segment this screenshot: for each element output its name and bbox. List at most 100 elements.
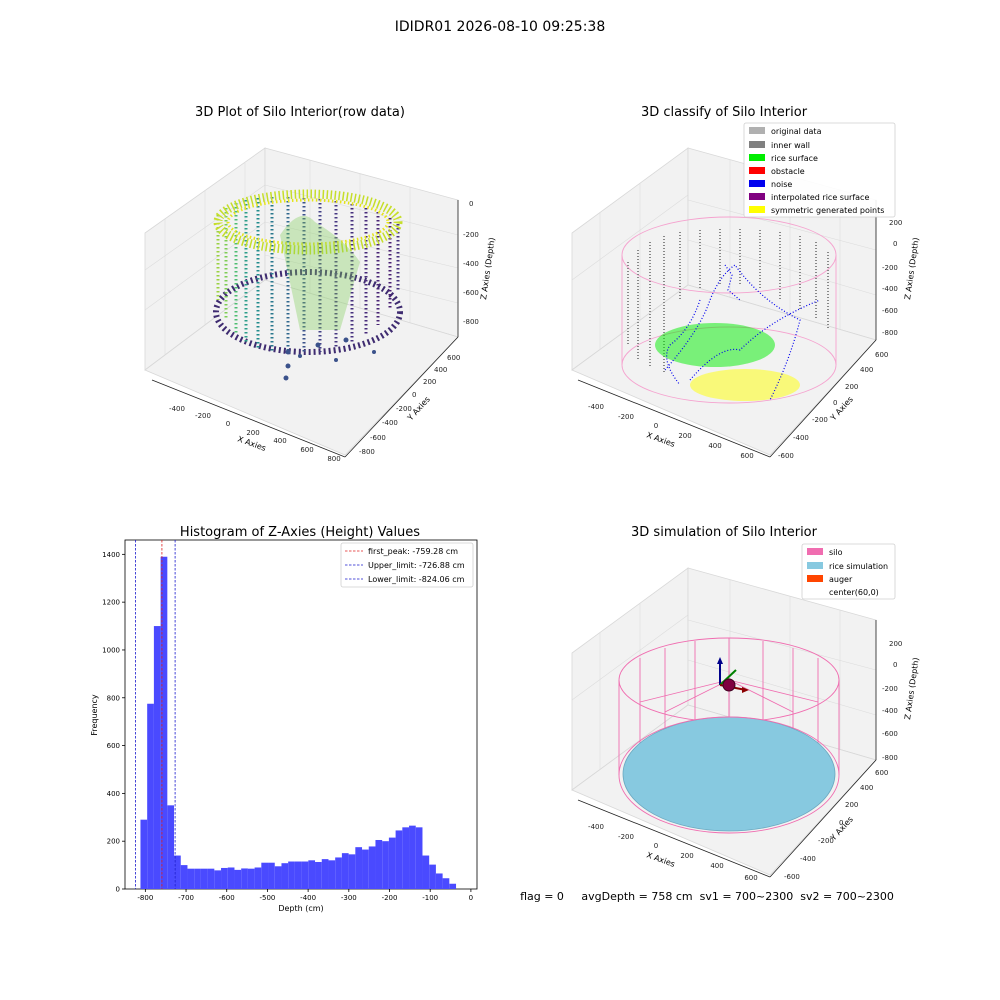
raw-ztick: -800 <box>463 318 479 326</box>
histogram-bar <box>402 827 410 889</box>
histogram-bar <box>435 873 443 889</box>
histogram-bar <box>254 867 262 889</box>
simulation-ztick: -200 <box>882 685 898 693</box>
raw-ztick: -600 <box>463 289 479 297</box>
histogram-bar <box>409 825 416 889</box>
raw-top-rim <box>213 189 403 255</box>
simulation-xtick: 600 <box>744 874 757 882</box>
classify-ztick: -600 <box>882 307 898 315</box>
histogram-bar <box>167 805 175 889</box>
legend-swatch-noise <box>749 180 765 187</box>
histogram-bar <box>388 837 396 889</box>
histogram-ytick-label: 600 <box>107 742 120 750</box>
legend-label-original: original data <box>771 127 822 136</box>
raw-ytick: -200 <box>396 405 412 413</box>
histogram-plot-area <box>124 539 478 890</box>
histogram-ytick-label: 1400 <box>102 551 120 559</box>
raw-rim-inner <box>226 198 390 246</box>
classify-ztick: -800 <box>882 329 898 337</box>
histogram-x-ticks: -800 -700 -600 -500 -400 -300 -200 -100 0 <box>137 889 473 902</box>
raw-ytick: 600 <box>447 354 460 362</box>
legend-label-auger: auger <box>829 575 853 584</box>
raw-floor-ring <box>213 269 403 355</box>
legend-swatch-obstacle <box>749 167 765 174</box>
legend-swatch-original <box>749 127 765 134</box>
histogram-bar <box>221 867 228 889</box>
raw-wall-points <box>216 197 400 354</box>
legend-label-lower-limit: Lower_limit: -824.06 cm <box>368 575 465 584</box>
classify-z-ticks: 200 0 -200 -400 -600 -800 <box>882 219 902 337</box>
simulation-ztick: -800 <box>882 754 898 762</box>
classify-y-ticks: -600 -400 -200 0 200 400 600 <box>778 351 888 460</box>
simulation-ztick: -400 <box>882 707 898 715</box>
classify-ytick: 200 <box>845 383 858 391</box>
raw-ytick: 400 <box>434 366 447 374</box>
simulation-legend: silo rice simulation auger center(60,0) <box>801 543 896 600</box>
legend-label-inner-wall: inner wall <box>771 141 810 150</box>
simulation-y-ticks: -600 -400 -200 0 200 400 600 <box>784 769 888 881</box>
simulation-ytick: -400 <box>800 855 816 863</box>
histogram-bar <box>268 862 275 889</box>
histogram-ytick-label: 1000 <box>102 646 120 654</box>
classify-ytick: 0 <box>833 399 837 407</box>
raw-y-ticks: -800 -600 -400 -200 0 200 400 600 <box>359 354 460 456</box>
histogram-bar <box>147 703 154 889</box>
histogram-ytick-label: 0 <box>116 886 120 894</box>
histogram-xtick-label: -700 <box>178 894 194 902</box>
simulation-panel-title: 3D simulation of Silo Interior <box>631 525 818 540</box>
raw-debris-points <box>283 337 376 381</box>
legend-label-obstacle: obstacle <box>771 167 805 176</box>
histogram-bar <box>281 863 289 889</box>
simulation-ztick: 0 <box>893 661 897 669</box>
histogram-bar <box>449 883 457 889</box>
legend-label-first-peak: first_peak: -759.28 cm <box>368 547 458 556</box>
simulation-grid-lines <box>571 580 877 770</box>
raw-x-ticks: -400 -200 0 200 400 600 800 <box>169 405 341 463</box>
histogram-bar <box>294 861 302 889</box>
classify-xtick: 200 <box>678 432 691 440</box>
histogram-y-ticks: 0 200 400 600 800 1000 1200 1400 <box>102 551 125 894</box>
histogram-xtick-label: 0 <box>469 894 473 902</box>
simulation-xtick: 0 <box>654 842 658 850</box>
simulation-axis-lines <box>577 620 877 878</box>
classify-legend-frame <box>743 122 896 218</box>
legend-label-noise: noise <box>771 180 792 189</box>
histogram-ytick-label: 200 <box>107 838 120 846</box>
classify-ztick: -400 <box>882 285 898 293</box>
simulation-ztick: -600 <box>882 730 898 738</box>
raw-3d-panel: 3D Plot of Silo Interior(row data) <box>144 105 497 463</box>
histogram-xtick-label: -400 <box>300 894 316 902</box>
classify-noise-points <box>664 264 821 401</box>
histogram-bar <box>160 556 168 889</box>
legend-swatch-auger <box>807 575 823 582</box>
raw-ytick: 200 <box>423 378 436 386</box>
raw-z-ticks: 0 -200 -400 -600 -800 <box>463 200 479 326</box>
histogram-bar <box>308 860 316 889</box>
histogram-bar <box>187 868 195 889</box>
simulation-ytick: -200 <box>818 837 834 845</box>
histogram-bar <box>355 847 363 889</box>
simulation-z-ticks: 200 0 -200 -400 -600 -800 <box>882 640 902 762</box>
simulation-legend-frame <box>801 543 896 600</box>
simulation-xtick: 200 <box>680 852 693 860</box>
histogram-panel: Histogram of Z-Axies (Height) Values -80… <box>90 525 478 913</box>
histogram-ytick-label: 1200 <box>102 599 120 607</box>
histogram-bar <box>140 819 148 889</box>
raw-xtick: 400 <box>273 437 286 445</box>
histogram-bar <box>301 861 309 889</box>
raw-ztick: -200 <box>463 231 479 239</box>
raw-ytick: -400 <box>382 419 398 427</box>
raw-ytick: 0 <box>412 391 416 399</box>
histogram-bar <box>234 869 242 889</box>
histogram-bar <box>288 861 295 889</box>
histogram-bar <box>348 854 356 889</box>
histogram-bar <box>395 830 403 889</box>
legend-swatch-interpolated <box>749 193 765 200</box>
classify-xtick: -200 <box>618 413 634 421</box>
simulation-rice-surface <box>622 716 836 832</box>
classify-ztick: -200 <box>882 264 898 272</box>
histogram-xtick-label: -300 <box>341 894 357 902</box>
histogram-xtick-label: -500 <box>259 894 275 902</box>
figure-title: IDIDR01 2026-08-10 09:25:38 <box>395 19 606 35</box>
histogram-bar <box>422 855 430 889</box>
